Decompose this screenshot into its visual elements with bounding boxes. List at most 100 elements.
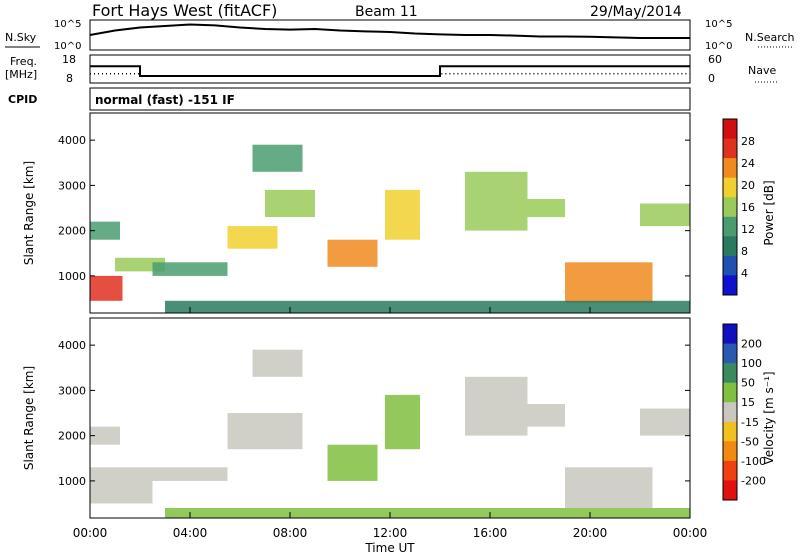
nave-series <box>90 72 690 77</box>
colorbar-tick-label: 4 <box>741 267 748 280</box>
x-tick-label: 04:00 <box>173 526 208 540</box>
cpid-frame <box>89 87 691 111</box>
colorbar-swatch <box>723 158 737 179</box>
colorbar-tick-label: 15 <box>741 396 755 409</box>
heatmap-band <box>327 239 378 267</box>
colorbar-swatch <box>723 177 737 198</box>
heatmap-band <box>527 199 565 218</box>
colorbar-tick-label: 100 <box>741 357 762 370</box>
colorbar-frame <box>722 323 738 501</box>
power-panel: 1000 2000 3000 4000 Slant Range [km] 4 8 12 16… <box>22 112 776 314</box>
nave-tick-bottom: 0 <box>708 72 715 85</box>
x-tick-label: 00:00 <box>673 526 708 540</box>
colorbar-swatch <box>723 363 737 384</box>
colorbar-swatch <box>723 255 737 276</box>
heatmap-band <box>90 426 120 445</box>
y-tick-label: 3000 <box>58 179 86 192</box>
freq-label-line1: Freq. <box>10 55 37 68</box>
frequency-series <box>90 65 690 77</box>
colorbar-tick-label: 20 <box>741 179 755 192</box>
x-tick-label: 16:00 <box>473 526 508 540</box>
heatmap-band <box>90 221 120 240</box>
noise-right-tick-bottom: 10^0 <box>705 41 732 52</box>
colorbar-swatch <box>723 138 737 159</box>
y-tick-label: 1000 <box>58 270 86 283</box>
colorbar-frame <box>722 118 738 296</box>
colorbar-swatch <box>723 119 737 140</box>
nave-label: Nave <box>748 64 776 77</box>
freq-tick-bottom: 8 <box>66 72 73 85</box>
freq-tick-top: 18 <box>62 53 76 66</box>
colorbar-swatch <box>723 402 737 423</box>
x-tick-label: 08:00 <box>273 526 308 540</box>
power-colorbar: 4 8 12 16 20 24 28 <box>722 118 755 296</box>
colorbar-swatch <box>723 275 737 296</box>
colorbar-tick-label: -100 <box>741 455 766 468</box>
power-y-axis: 1000 2000 3000 4000 <box>58 134 690 283</box>
heatmap-band <box>527 404 565 427</box>
heatmap-band <box>640 203 690 227</box>
heatmap-band <box>227 413 303 450</box>
y-tick-label: 1000 <box>58 475 86 488</box>
freq-label-line2: [MHz] <box>5 68 37 81</box>
heatmap-band <box>385 394 420 450</box>
heatmap-band <box>385 189 420 240</box>
site-title: Fort Hays West (fitACF) <box>92 1 277 20</box>
colorbar-tick-label: 28 <box>741 135 755 148</box>
heatmap-band <box>165 300 690 313</box>
colorbar-tick-label: 12 <box>741 223 755 236</box>
velocity-panel: 1000 2000 3000 4000 Slant Range [km] -200 -1… <box>22 307 776 554</box>
colorbar-swatch <box>723 343 737 364</box>
time-axis-label: Time UT <box>364 541 415 554</box>
colorbar-swatch <box>723 421 737 442</box>
noise-right-label: N.Search <box>745 31 795 44</box>
noise-right-tick-top: 10^5 <box>705 19 732 30</box>
power-colorbar-label: Power [dB] <box>762 180 776 245</box>
power-heatmap <box>90 144 690 313</box>
colorbar-swatch <box>723 480 737 501</box>
freq-panel-frame <box>89 54 691 84</box>
time-axis: 00:00 04:00 08:00 12:00 16:00 20:00 00:00 <box>73 307 708 540</box>
colorbar-swatch <box>723 216 737 237</box>
cpid-label: CPID <box>8 93 37 106</box>
colorbar-tick-label: 8 <box>741 245 748 258</box>
x-tick-label: 12:00 <box>373 526 408 540</box>
noise-left-tick-bottom: 10^0 <box>54 41 81 52</box>
noise-series <box>89 23 690 39</box>
nave-tick-top: 60 <box>708 53 722 66</box>
y-tick-label: 2000 <box>58 430 86 443</box>
colorbar-tick-label: 200 <box>741 338 762 351</box>
colorbar-tick-label: 16 <box>741 201 755 214</box>
y-tick-label: 2000 <box>58 225 86 238</box>
velocity-heatmap <box>90 349 690 518</box>
noise-left-label: N.Sky <box>5 31 37 44</box>
heatmap-band <box>227 226 278 249</box>
heatmap-band <box>90 467 153 504</box>
heatmap-band <box>252 144 303 172</box>
cpid-text: normal (fast) -151 IF <box>95 93 235 107</box>
colorbar-tick-label: -50 <box>741 435 759 448</box>
date-label: 29/May/2014 <box>590 4 682 20</box>
heatmap-band <box>565 467 653 508</box>
heatmap-band <box>165 508 690 518</box>
power-ylabel: Slant Range [km] <box>22 161 36 265</box>
freq-panel: Freq. [MHz] 18 8 60 0 Nave <box>5 53 778 85</box>
noise-panel: N.Sky 10^5 10^0 10^5 10^0 N.Search <box>5 19 795 52</box>
velocity-colorbar: -200 -100 -50 -15 15 50 100 200 <box>722 323 766 501</box>
colorbar-swatch <box>723 236 737 257</box>
colorbar-tick-label: -200 <box>741 474 766 487</box>
velocity-y-axis: 1000 2000 3000 4000 <box>58 339 690 488</box>
heatmap-band <box>265 189 315 217</box>
colorbar-tick-label: -15 <box>741 416 759 429</box>
beam-label: Beam 11 <box>355 4 418 20</box>
y-tick-label: 4000 <box>58 134 86 147</box>
colorbar-tick-label: 50 <box>741 377 755 390</box>
colorbar-swatch <box>723 324 737 345</box>
heatmap-band <box>152 262 228 276</box>
heatmap-band <box>640 408 690 436</box>
noise-left-tick-top: 10^5 <box>54 19 81 30</box>
colorbar-swatch <box>723 197 737 218</box>
heatmap-band <box>465 376 528 436</box>
heatmap-band <box>465 171 528 231</box>
colorbar-swatch <box>723 441 737 462</box>
